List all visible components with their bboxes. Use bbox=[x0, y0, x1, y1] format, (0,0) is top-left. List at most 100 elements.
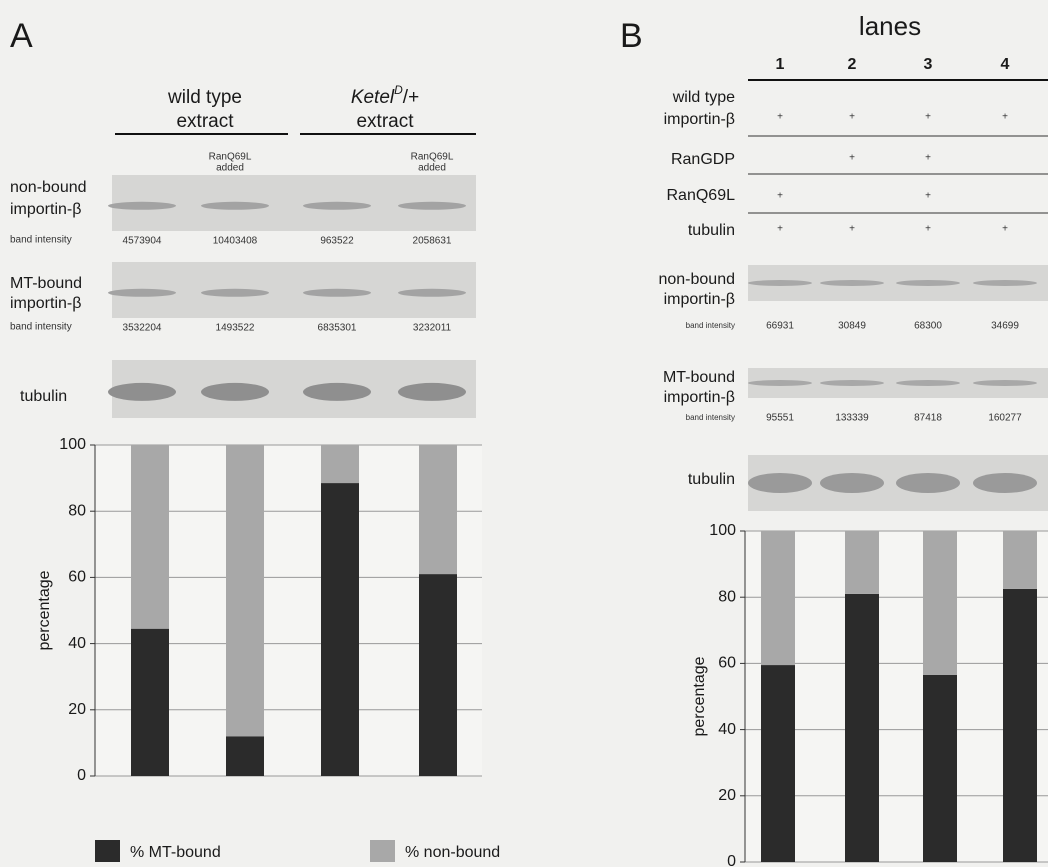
blot-band bbox=[820, 380, 884, 386]
lane-note: RanQ69L bbox=[209, 152, 252, 163]
intensity-label: band intensity bbox=[10, 235, 72, 246]
y-tick-label: 0 bbox=[727, 853, 736, 867]
intensity-value: 1493522 bbox=[216, 323, 255, 334]
lane-number: 2 bbox=[848, 56, 857, 73]
intensity-value: 95551 bbox=[766, 413, 794, 424]
intensity-value: 6835301 bbox=[318, 323, 357, 334]
blot-label: importin-β bbox=[664, 291, 735, 308]
blot-band bbox=[108, 202, 176, 210]
bar-segment bbox=[131, 445, 169, 629]
genotype-suffix: /+ bbox=[403, 87, 419, 108]
group-label: extract bbox=[356, 111, 414, 132]
blot-band bbox=[398, 202, 466, 210]
panel-label: A bbox=[10, 17, 33, 55]
bar-segment bbox=[419, 574, 457, 776]
bar-segment bbox=[761, 665, 795, 862]
lane-number: 4 bbox=[1001, 56, 1010, 73]
condition-mark: + bbox=[925, 153, 931, 164]
intensity-value: 87418 bbox=[914, 413, 942, 424]
condition-mark: + bbox=[849, 153, 855, 164]
panel-label: B bbox=[620, 17, 643, 55]
bar-segment bbox=[321, 483, 359, 776]
intensity-value: 963522 bbox=[320, 236, 354, 247]
lane-number: 1 bbox=[776, 56, 785, 73]
figure: Awild typeextractKetelD/+extractRanQ69La… bbox=[0, 0, 1048, 867]
blot-band bbox=[303, 289, 371, 297]
group-label: wild type bbox=[167, 87, 242, 108]
blot-band bbox=[398, 289, 466, 297]
condition-mark: + bbox=[849, 224, 855, 235]
blot-label: non-bound bbox=[10, 179, 87, 196]
condition-mark: + bbox=[777, 112, 783, 123]
legend-swatch bbox=[95, 840, 120, 862]
intensity-value: 4573904 bbox=[123, 236, 162, 247]
blot-label: tubulin bbox=[688, 471, 735, 488]
condition-label: wild type bbox=[672, 89, 735, 106]
blot-band bbox=[303, 383, 371, 401]
blot-band bbox=[201, 202, 269, 210]
condition-label: RanQ69L bbox=[667, 187, 736, 204]
blot-label: non-bound bbox=[658, 271, 735, 288]
condition-label: tubulin bbox=[688, 222, 735, 239]
intensity-value: 133339 bbox=[835, 413, 869, 424]
genotype-superscript: D bbox=[394, 83, 403, 97]
blot-label: MT-bound bbox=[10, 275, 82, 292]
y-axis-label: percentage bbox=[691, 656, 708, 736]
blot-band bbox=[896, 473, 960, 493]
blot-band bbox=[108, 289, 176, 297]
blot-band bbox=[201, 289, 269, 297]
y-tick-label: 40 bbox=[718, 721, 736, 738]
condition-mark: + bbox=[849, 112, 855, 123]
bar-segment bbox=[1003, 531, 1037, 589]
blot-label: importin-β bbox=[10, 201, 81, 218]
intensity-value: 68300 bbox=[914, 321, 942, 332]
blot-band bbox=[896, 280, 960, 286]
blot-band bbox=[820, 280, 884, 286]
lane-note: added bbox=[216, 163, 244, 174]
bar-segment bbox=[923, 675, 957, 862]
bar-segment bbox=[923, 531, 957, 675]
legend-swatch bbox=[370, 840, 395, 862]
lane-number: 3 bbox=[924, 56, 933, 73]
intensity-value: 160277 bbox=[988, 413, 1022, 424]
bar-segment bbox=[131, 629, 169, 776]
intensity-value: 10403408 bbox=[213, 236, 258, 247]
condition-mark: + bbox=[1002, 112, 1008, 123]
blot-label: importin-β bbox=[664, 389, 735, 406]
blot-label: importin-β bbox=[10, 295, 81, 312]
intensity-value: 34699 bbox=[991, 321, 1019, 332]
bar-segment bbox=[1003, 589, 1037, 862]
y-tick-label: 60 bbox=[68, 569, 86, 586]
blot-band bbox=[973, 380, 1037, 386]
intensity-value: 66931 bbox=[766, 321, 794, 332]
y-tick-label: 20 bbox=[68, 701, 86, 718]
condition-mark: + bbox=[925, 191, 931, 202]
y-tick-label: 100 bbox=[709, 522, 736, 539]
blot-band bbox=[303, 202, 371, 210]
intensity-value: 3532204 bbox=[123, 323, 162, 334]
intensity-value: 3232011 bbox=[413, 323, 452, 334]
blot-label: MT-bound bbox=[663, 369, 735, 386]
intensity-label: band intensity bbox=[686, 321, 735, 330]
condition-mark: + bbox=[777, 191, 783, 202]
bar-segment bbox=[226, 445, 264, 736]
blot-band bbox=[896, 380, 960, 386]
y-tick-label: 40 bbox=[68, 635, 86, 652]
condition-label: RanGDP bbox=[671, 151, 735, 168]
bar-segment bbox=[321, 445, 359, 483]
blot-band bbox=[398, 383, 466, 401]
genotype-name: Ketel bbox=[351, 87, 395, 108]
bar-segment bbox=[419, 445, 457, 574]
intensity-value: 30849 bbox=[838, 321, 866, 332]
legend-label: % non-bound bbox=[405, 844, 500, 861]
lanes-title: lanes bbox=[859, 11, 921, 41]
bar-segment bbox=[845, 531, 879, 594]
blot-band bbox=[748, 473, 812, 493]
y-axis-label: percentage bbox=[36, 570, 53, 650]
blot-band bbox=[748, 380, 812, 386]
condition-label: importin-β bbox=[664, 111, 735, 128]
condition-mark: + bbox=[1002, 224, 1008, 235]
y-tick-label: 60 bbox=[718, 655, 736, 672]
y-tick-label: 100 bbox=[59, 436, 86, 453]
group-label: extract bbox=[176, 111, 234, 132]
